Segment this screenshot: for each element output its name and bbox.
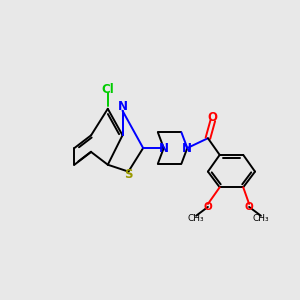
Text: N: N (182, 142, 192, 154)
Text: O: O (208, 110, 218, 124)
Text: O: O (203, 202, 212, 212)
Text: S: S (124, 168, 133, 181)
Text: Cl: Cl (101, 82, 114, 96)
Text: CH₃: CH₃ (188, 214, 204, 223)
Text: N: N (118, 100, 128, 113)
Text: O: O (245, 202, 254, 212)
Text: CH₃: CH₃ (253, 214, 269, 223)
Text: N: N (159, 142, 169, 154)
